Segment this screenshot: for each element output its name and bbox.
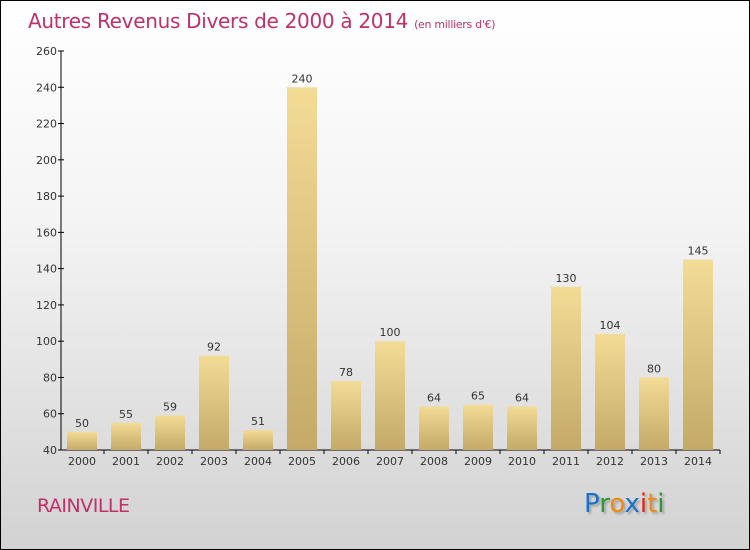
x-tick-label: 2006	[332, 455, 360, 468]
data-label-2000: 50	[75, 417, 89, 430]
logo-letter: o	[609, 489, 625, 519]
y-tick-label: 160	[36, 226, 57, 239]
y-tick-label: 80	[43, 371, 57, 384]
bar-2004	[243, 430, 273, 450]
y-tick-label: 200	[36, 154, 57, 167]
proxiti-logo: Proxiti	[584, 489, 665, 519]
logo-letter: i	[639, 489, 648, 519]
bar-2003	[199, 355, 229, 450]
x-tick-label: 2007	[376, 455, 404, 468]
bar-2009	[463, 404, 493, 450]
x-tick-label: 2000	[68, 455, 96, 468]
x-tick-label: 2004	[244, 455, 272, 468]
x-tick-label: 2003	[200, 455, 228, 468]
logo-letter: i	[657, 489, 665, 519]
logo-letter: r	[599, 489, 610, 519]
x-tick-label: 2014	[684, 455, 712, 468]
data-label-2007: 100	[380, 326, 401, 339]
data-label-2001: 55	[119, 408, 133, 421]
data-label-2004: 51	[251, 415, 265, 428]
y-tick-label: 40	[43, 444, 57, 457]
bar-2007	[375, 341, 405, 450]
y-tick-label: 180	[36, 190, 57, 203]
bar-2012	[595, 333, 625, 450]
y-tick-label: 100	[36, 335, 57, 348]
x-tick-label: 2005	[288, 455, 316, 468]
bar-2008	[419, 406, 449, 450]
bar-2006	[331, 381, 361, 450]
x-tick-label: 2009	[464, 455, 492, 468]
y-tick-label: 240	[36, 81, 57, 94]
data-label-2009: 65	[471, 390, 485, 403]
x-tick-label: 2001	[112, 455, 140, 468]
bar-2001	[111, 422, 141, 450]
data-label-2011: 130	[556, 272, 577, 285]
data-label-2012: 104	[600, 319, 621, 332]
y-tick-label: 260	[36, 45, 57, 58]
title-text: Autres Revenus Divers de 2000 à 2014	[28, 9, 409, 33]
city-label: RAINVILLE	[37, 495, 130, 517]
bar-2011	[551, 286, 581, 450]
bar-2014	[683, 259, 713, 450]
bar-2013	[639, 377, 669, 450]
x-tick-label: 2010	[508, 455, 536, 468]
logo-letter: t	[647, 489, 658, 519]
y-tick-label: 220	[36, 118, 57, 131]
y-tick-label: 60	[43, 408, 57, 421]
data-label-2014: 145	[688, 245, 709, 258]
x-tick-label: 2011	[552, 455, 580, 468]
x-tick-label: 2013	[640, 455, 668, 468]
data-label-2003: 92	[207, 341, 221, 354]
x-tick-label: 2002	[156, 455, 184, 468]
data-label-2005: 240	[292, 72, 313, 85]
data-label-2013: 80	[647, 362, 661, 375]
bar-2010	[507, 406, 537, 450]
data-label-2002: 59	[163, 401, 177, 414]
y-tick-label: 140	[36, 263, 57, 276]
title-unit: (en milliers d'€)	[414, 18, 496, 31]
x-tick-label: 2012	[596, 455, 624, 468]
data-label-2006: 78	[339, 366, 353, 379]
data-label-2008: 64	[427, 391, 441, 404]
bar-2005	[287, 87, 317, 450]
y-tick-label: 120	[36, 299, 57, 312]
x-tick-label: 2008	[420, 455, 448, 468]
bar-2000	[67, 431, 97, 450]
bar-2002	[155, 415, 185, 450]
data-label-2010: 64	[515, 391, 529, 404]
chart-title: Autres Revenus Divers de 2000 à 2014 (en …	[28, 9, 496, 33]
logo-letter: x	[624, 489, 640, 519]
logo-letter: P	[584, 489, 600, 519]
